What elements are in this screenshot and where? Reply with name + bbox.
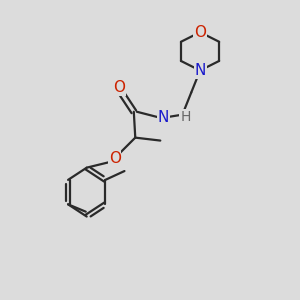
Text: N: N	[158, 110, 169, 124]
Text: H: H	[180, 110, 190, 124]
Text: O: O	[194, 25, 206, 40]
Text: O: O	[113, 80, 125, 95]
Text: O: O	[109, 151, 121, 166]
Text: N: N	[194, 63, 206, 78]
